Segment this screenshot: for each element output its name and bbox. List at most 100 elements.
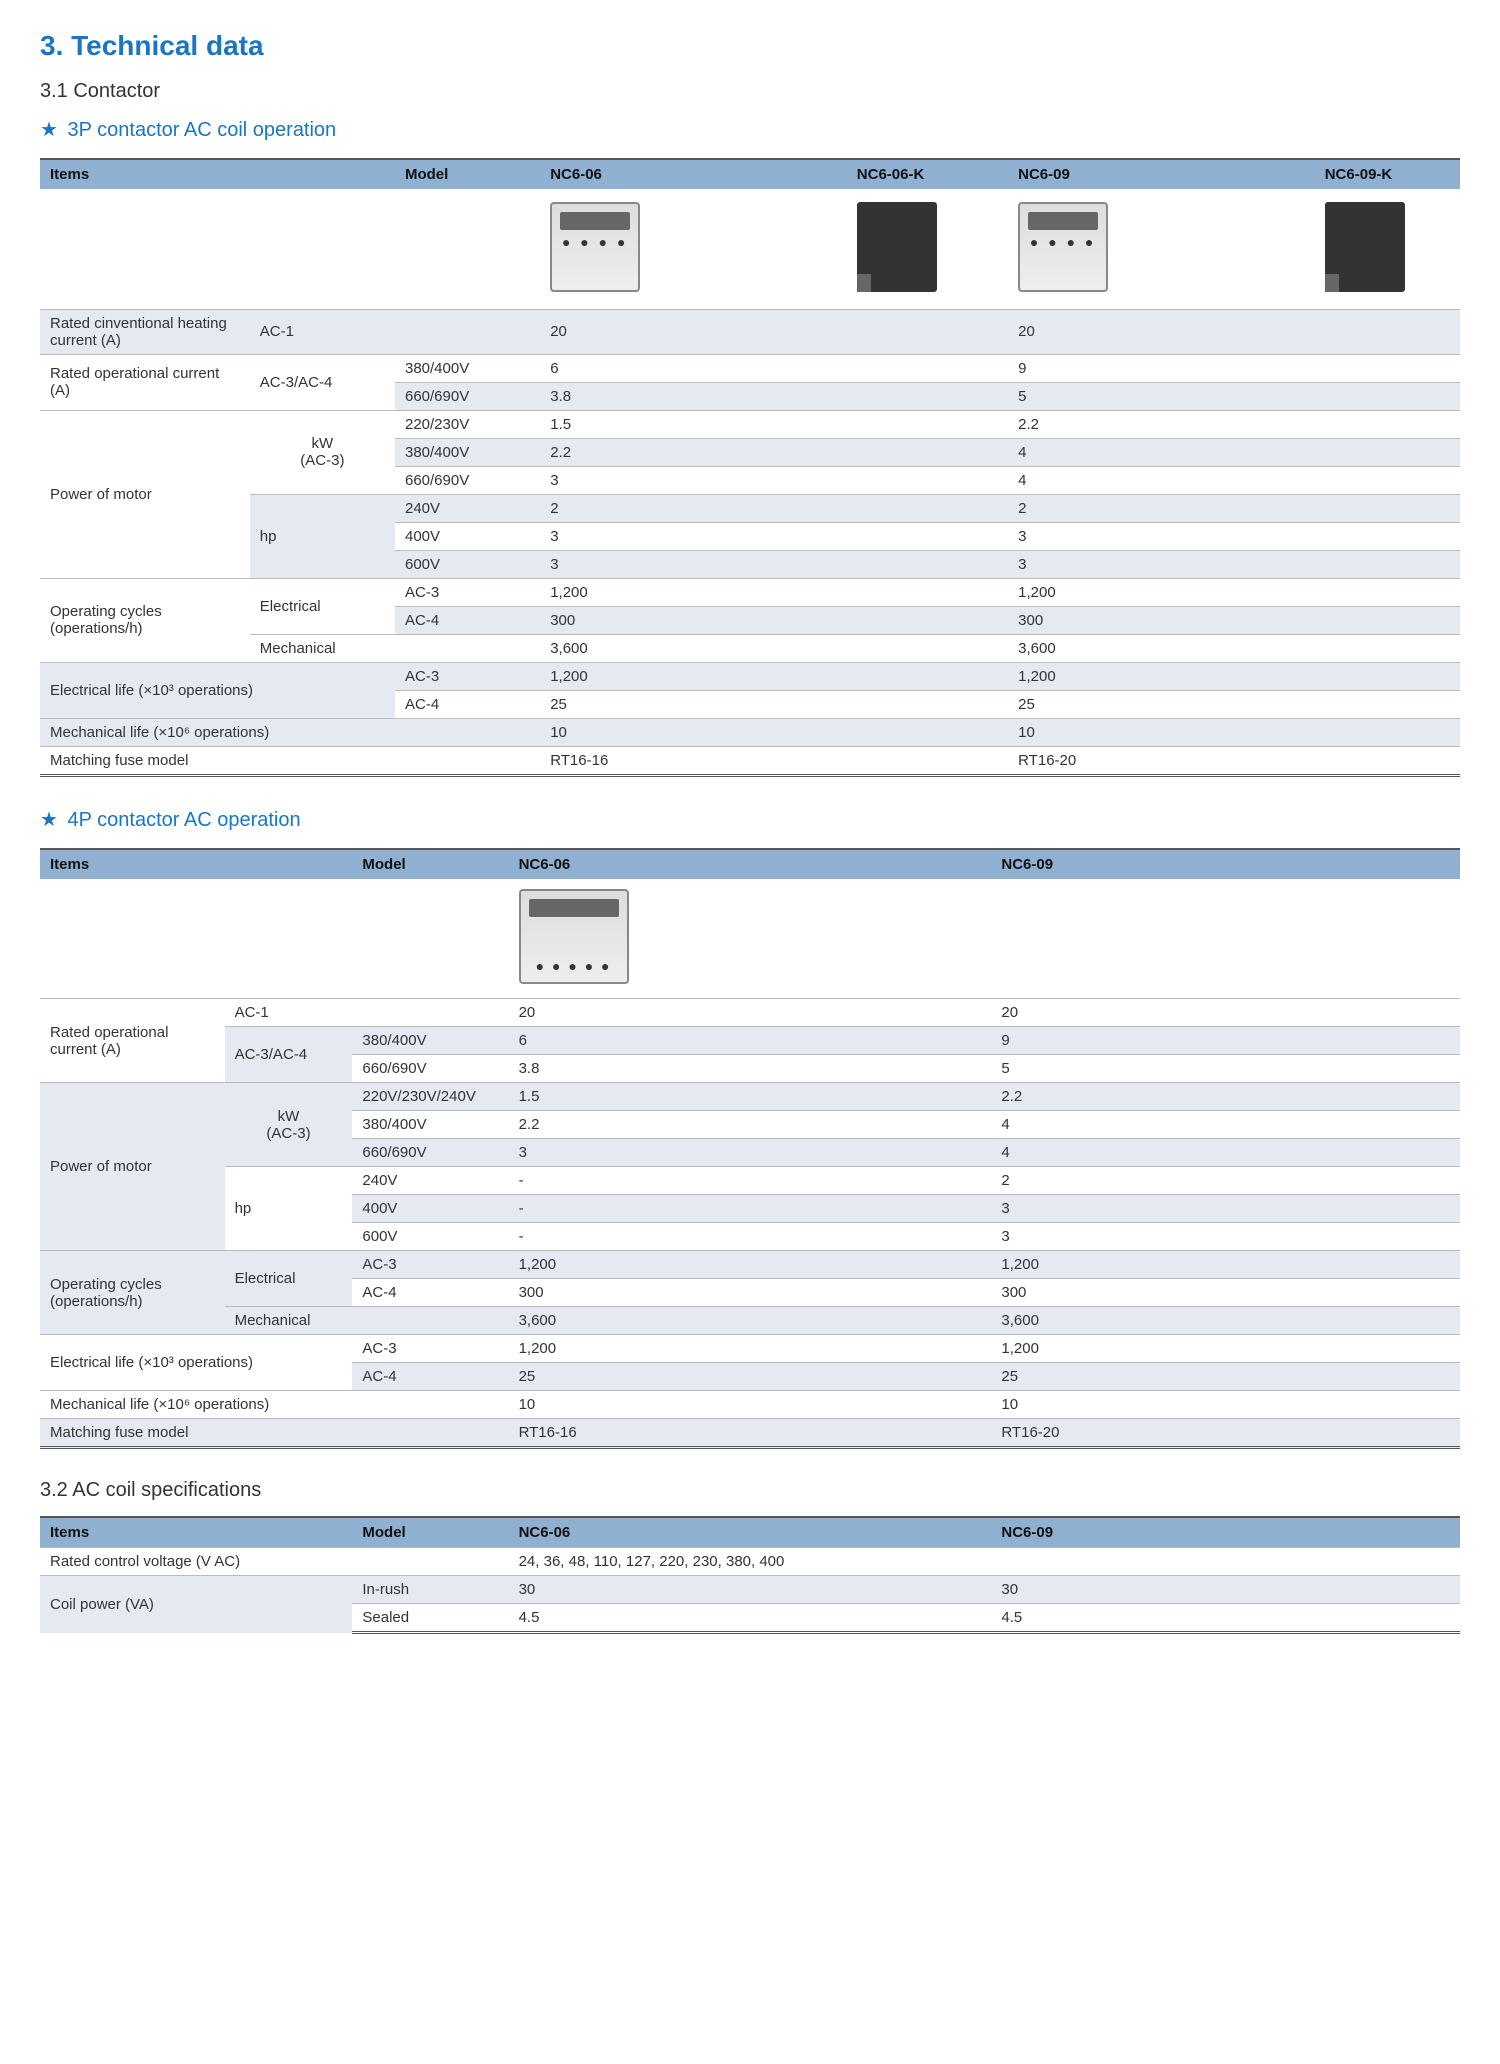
col-nc6-06: NC6-06: [540, 159, 847, 189]
image-row: [40, 189, 1460, 309]
col-items: Items: [40, 849, 352, 879]
cell: AC-3/AC-4: [250, 354, 395, 410]
table-row: Rated operational current (A) AC-3/AC-4 …: [40, 354, 1460, 382]
row-label: Coil power (VA): [40, 1576, 352, 1633]
subsection-title: 3.1 Contactor: [40, 80, 1460, 103]
cell: 1,200: [991, 1335, 1460, 1363]
cell: 400V: [352, 1195, 508, 1223]
cell: 1,200: [540, 578, 1008, 606]
cell: AC-4: [352, 1363, 508, 1391]
subsection-title-coil: 3.2 AC coil specifications: [40, 1479, 1460, 1502]
cell: 2.2: [540, 438, 1008, 466]
cell: 3: [991, 1195, 1460, 1223]
cell: 5: [991, 1055, 1460, 1083]
cell: 2.2: [1008, 410, 1460, 438]
cell: 1.5: [540, 410, 1008, 438]
row-label: Electrical life (×10³ operations): [40, 1335, 352, 1391]
cell: 3: [1008, 550, 1460, 578]
cell: kW (AC-3): [250, 410, 395, 494]
row-label: Power of motor: [40, 1083, 225, 1251]
cell: RT16-16: [509, 1419, 992, 1448]
cell: Mechanical: [225, 1307, 509, 1335]
col-nc6-06: NC6-06: [509, 1517, 992, 1548]
table-row: Mechanical life (×10⁶ operations) 10 10: [40, 718, 1460, 746]
table-row: hp 240V 2 2: [40, 494, 1460, 522]
cell: RT16-20: [991, 1419, 1460, 1448]
cell: 25: [540, 690, 1008, 718]
cell: 4: [991, 1111, 1460, 1139]
cell: 2.2: [509, 1111, 992, 1139]
cell: -: [509, 1223, 992, 1251]
cell: AC-3: [352, 1335, 508, 1363]
cell: AC-1: [250, 309, 540, 354]
cell: Mechanical: [250, 634, 540, 662]
image-row: [40, 879, 1460, 999]
cell: AC-4: [395, 690, 540, 718]
row-label: Operating cycles (operations/h): [40, 1251, 225, 1335]
cell: 3: [540, 522, 1008, 550]
row-label: Rated operational current (A): [40, 999, 225, 1083]
cell: 660/690V: [352, 1139, 508, 1167]
cell: 1,200: [991, 1251, 1460, 1279]
table-row: Mechanical 3,600 3,600: [40, 634, 1460, 662]
cell: 25: [991, 1363, 1460, 1391]
cell: 30: [991, 1576, 1460, 1604]
row-label: Matching fuse model: [40, 746, 540, 775]
cell: 380/400V: [352, 1111, 508, 1139]
cell: 20: [540, 309, 1008, 354]
row-label: Rated cinventional heating current (A): [40, 309, 250, 354]
cell: 300: [509, 1279, 992, 1307]
cell: AC-1: [225, 999, 509, 1027]
cell: 4: [1008, 438, 1460, 466]
cell: 25: [509, 1363, 992, 1391]
cell: 3,600: [1008, 634, 1460, 662]
table-title-3p-text: 3P contactor AC coil operation: [68, 119, 337, 141]
cell: 1,200: [509, 1335, 992, 1363]
table-row: Rated cinventional heating current (A) A…: [40, 309, 1460, 354]
cell: 380/400V: [395, 354, 540, 382]
cell: -: [509, 1195, 992, 1223]
cell: 4.5: [991, 1604, 1460, 1633]
cell: 660/690V: [395, 382, 540, 410]
cell: 240V: [395, 494, 540, 522]
row-label: Mechanical life (×10⁶ operations): [40, 718, 540, 746]
col-nc6-06k: NC6-06-K: [847, 159, 1008, 189]
star-icon: ★: [40, 809, 58, 831]
table-row: Operating cycles (operations/h) Electric…: [40, 578, 1460, 606]
row-label: Mechanical life (×10⁶ operations): [40, 1391, 509, 1419]
table-row: Rated operational current (A) AC-1 20 20: [40, 999, 1460, 1027]
col-items: Items: [40, 159, 395, 189]
cell: 3: [540, 466, 1008, 494]
product-image-4p-nc6-06: [519, 889, 629, 984]
cell: 300: [540, 606, 1008, 634]
cell: 3: [1008, 522, 1460, 550]
col-items: Items: [40, 1517, 352, 1548]
cell: 1,200: [1008, 578, 1460, 606]
table-row: Coil power (VA) In-rush 30 30: [40, 1576, 1460, 1604]
cell: 9: [1008, 354, 1460, 382]
cell: 9: [991, 1027, 1460, 1055]
cell: Electrical: [250, 578, 395, 634]
table-row: Power of motor kW (AC-3) 220V/230V/240V …: [40, 1083, 1460, 1111]
cell: 380/400V: [395, 438, 540, 466]
product-image-nc6-09k: [1325, 202, 1405, 292]
table-title-4p-text: 4P contactor AC operation: [68, 809, 301, 831]
cell: 20: [991, 999, 1460, 1027]
cell: 300: [1008, 606, 1460, 634]
cell: 3: [509, 1139, 992, 1167]
cell: 10: [509, 1391, 992, 1419]
cell: 1,200: [509, 1251, 992, 1279]
cell: 4: [1008, 466, 1460, 494]
table-header-row: Items Model NC6-06 NC6-09: [40, 1517, 1460, 1548]
cell: 380/400V: [352, 1027, 508, 1055]
cell: kW (AC-3): [225, 1083, 353, 1167]
cell: 2: [1008, 494, 1460, 522]
cell: 4: [991, 1139, 1460, 1167]
cell: 400V: [395, 522, 540, 550]
col-model: Model: [352, 1517, 508, 1548]
cell: AC-3/AC-4: [225, 1027, 353, 1083]
cell: Sealed: [352, 1604, 508, 1633]
cell: 25: [1008, 690, 1460, 718]
cell: -: [509, 1167, 992, 1195]
cell: AC-3: [395, 662, 540, 690]
